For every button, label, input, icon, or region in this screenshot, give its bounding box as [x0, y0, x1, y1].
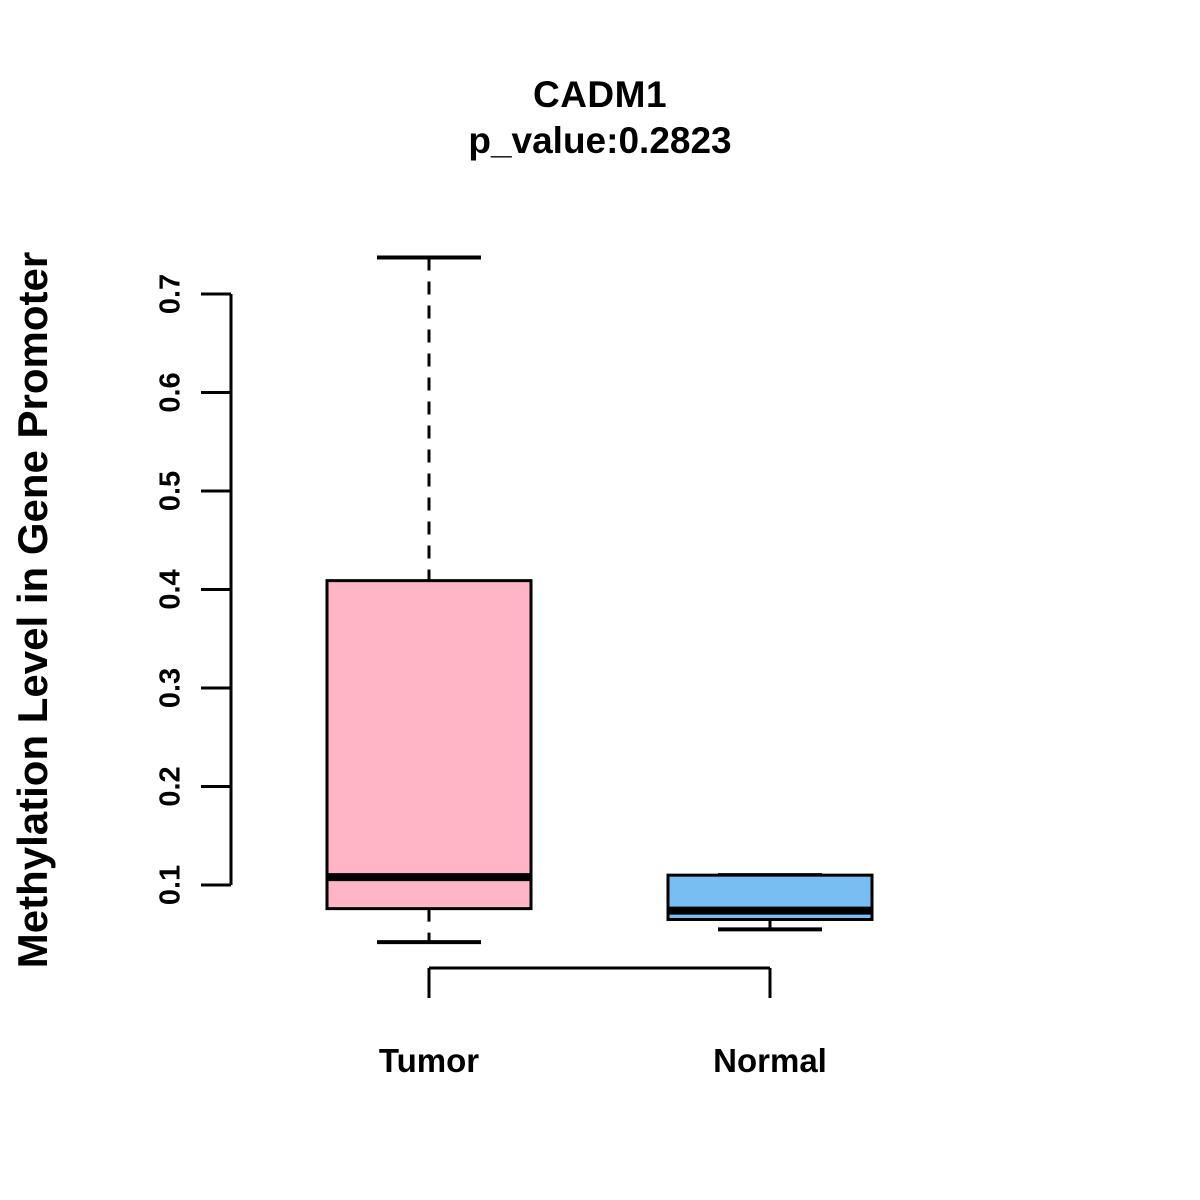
box-tumor [325, 579, 533, 911]
y-tick-label: 0.7 [155, 274, 187, 314]
chart-subtitle-pvalue: p_value:0.2823 [468, 120, 732, 161]
chart-title: CADM1 [532, 74, 668, 115]
x-label-normal: Normal [713, 1042, 827, 1079]
x-label-tumor: Tumor [379, 1042, 479, 1079]
y-tick-label: 0.2 [155, 766, 187, 806]
y-tick-label: 0.6 [155, 372, 187, 412]
y-tick-label: 0.3 [155, 668, 187, 708]
y-tick-label: 0.5 [155, 471, 187, 511]
y-tick-label: 0.1 [155, 865, 187, 905]
y-tick-label: 0.4 [155, 569, 187, 609]
